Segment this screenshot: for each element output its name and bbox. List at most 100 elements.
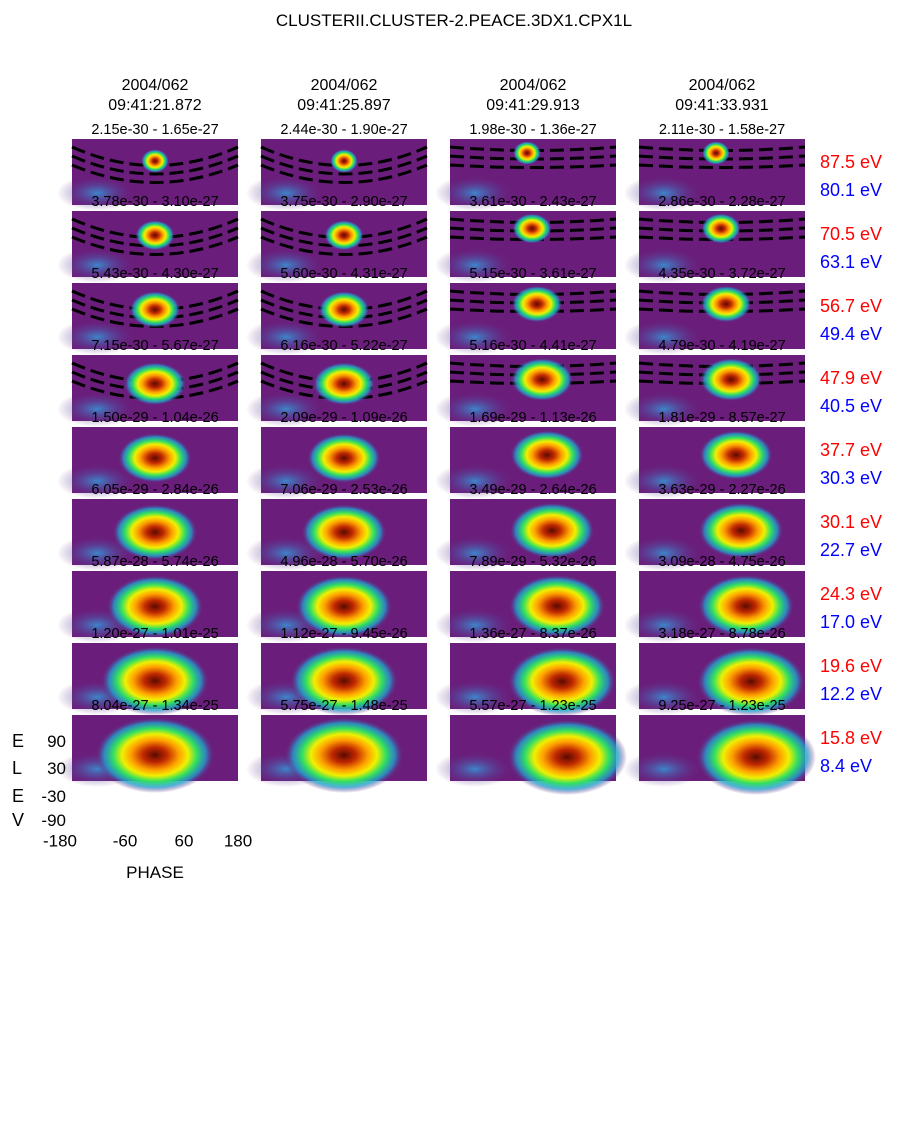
heatmap-blob bbox=[510, 430, 584, 480]
range-label: 2.11e-30 - 1.58e-27 bbox=[659, 122, 785, 138]
y-tick-label: 90 bbox=[47, 732, 66, 751]
range-label: 3.49e-29 - 2.64e-26 bbox=[469, 482, 596, 498]
range-label: 7.15e-30 - 5.67e-27 bbox=[91, 338, 218, 354]
heatmap-blob bbox=[700, 358, 763, 402]
heatmap-blob bbox=[124, 362, 187, 406]
range-label: 4.35e-30 - 3.72e-27 bbox=[658, 266, 785, 282]
energy-high: 37.7 eV bbox=[820, 440, 882, 460]
y-tick-label: -30 bbox=[41, 787, 66, 806]
range-label: 6.05e-29 - 2.84e-26 bbox=[91, 482, 218, 498]
y-label-letter: E bbox=[12, 731, 24, 751]
range-label: 3.18e-27 - 8.78e-26 bbox=[658, 626, 785, 642]
heatmap-blob bbox=[284, 717, 404, 793]
range-label: 1.69e-29 - 1.13e-26 bbox=[469, 410, 596, 426]
x-tick-label: 60 bbox=[175, 831, 194, 850]
energy-high: 47.9 eV bbox=[820, 368, 882, 388]
range-label: 5.15e-30 - 3.61e-27 bbox=[469, 266, 596, 282]
heatmap-blob bbox=[512, 286, 563, 323]
heatmap-halo bbox=[624, 751, 704, 787]
range-label: 5.75e-27 - 1.48e-25 bbox=[280, 698, 407, 714]
y-label-letter: E bbox=[12, 786, 24, 806]
x-axis-label: PHASE bbox=[126, 863, 184, 882]
heatmap-blob bbox=[95, 717, 215, 793]
energy-high: 19.6 eV bbox=[820, 656, 882, 676]
figure-title: CLUSTERII.CLUSTER-2.PEACE.3DX1.CPX1L bbox=[276, 11, 632, 30]
range-label: 1.20e-27 - 1.01e-25 bbox=[91, 626, 218, 642]
y-label-letter: V bbox=[12, 810, 24, 830]
heatmap-blob bbox=[135, 220, 175, 251]
range-label: 1.81e-29 - 8.57e-27 bbox=[658, 410, 785, 426]
energy-low: 40.5 eV bbox=[820, 396, 882, 416]
heatmap-blob bbox=[511, 358, 574, 402]
energy-high: 15.8 eV bbox=[820, 728, 882, 748]
heatmap-blob bbox=[301, 504, 387, 561]
heatmap-blob bbox=[512, 213, 552, 244]
heatmap-blob bbox=[507, 719, 627, 795]
heatmap-blob bbox=[701, 286, 752, 323]
energy-low: 17.0 eV bbox=[820, 612, 882, 632]
range-label: 1.12e-27 - 9.45e-26 bbox=[280, 626, 407, 642]
heatmap-blob bbox=[118, 433, 192, 483]
range-label: 2.86e-30 - 2.28e-27 bbox=[658, 194, 785, 210]
range-label: 7.06e-29 - 2.53e-26 bbox=[280, 482, 407, 498]
energy-high: 56.7 eV bbox=[820, 296, 882, 316]
y-tick-label: 30 bbox=[47, 759, 66, 778]
range-label: 7.89e-29 - 5.32e-26 bbox=[469, 554, 596, 570]
y-tick-label: -90 bbox=[41, 811, 66, 830]
range-label: 5.87e-28 - 5.74e-26 bbox=[91, 554, 218, 570]
heatmap-blob bbox=[699, 430, 773, 480]
heatmap-blob bbox=[141, 149, 169, 173]
heatmap-blob bbox=[701, 213, 741, 244]
heatmap-blob bbox=[319, 291, 370, 328]
range-label: 9.25e-27 - 1.23e-25 bbox=[658, 698, 785, 714]
range-label: 5.16e-30 - 4.41e-27 bbox=[469, 338, 596, 354]
heatmap-blob bbox=[509, 502, 595, 559]
range-label: 1.98e-30 - 1.36e-27 bbox=[469, 122, 596, 138]
range-label: 3.09e-28 - 4.75e-26 bbox=[658, 554, 785, 570]
energy-high: 30.1 eV bbox=[820, 512, 882, 532]
column-time: 09:41:29.913 bbox=[486, 97, 580, 114]
range-label: 2.09e-29 - 1.09e-26 bbox=[280, 410, 407, 426]
heatmap-blob bbox=[696, 719, 816, 795]
energy-low: 63.1 eV bbox=[820, 252, 882, 272]
range-label: 2.15e-30 - 1.65e-27 bbox=[91, 122, 218, 138]
range-label: 4.96e-28 - 5.70e-26 bbox=[280, 554, 407, 570]
range-label: 4.79e-30 - 4.19e-27 bbox=[658, 338, 785, 354]
range-label: 5.60e-30 - 4.31e-27 bbox=[280, 266, 407, 282]
y-label-letter: L bbox=[12, 758, 22, 778]
column-date: 2004/062 bbox=[311, 77, 378, 94]
range-label: 6.16e-30 - 5.22e-27 bbox=[280, 338, 407, 354]
range-label: 3.63e-29 - 2.27e-26 bbox=[658, 482, 785, 498]
column-date: 2004/062 bbox=[500, 77, 567, 94]
range-label: 5.43e-30 - 4.30e-27 bbox=[91, 266, 218, 282]
x-tick-label: -180 bbox=[43, 831, 77, 850]
energy-high: 87.5 eV bbox=[820, 152, 882, 172]
column-time: 09:41:25.897 bbox=[297, 97, 391, 114]
range-label: 3.78e-30 - 3.10e-27 bbox=[91, 194, 218, 210]
range-label: 8.04e-27 - 1.34e-25 bbox=[91, 698, 218, 714]
heatmap-blob bbox=[313, 362, 376, 406]
range-label: 1.50e-29 - 1.04e-26 bbox=[91, 410, 218, 426]
heatmap-blob bbox=[330, 149, 358, 173]
range-label: 5.57e-27 - 1.23e-25 bbox=[469, 698, 596, 714]
energy-low: 49.4 eV bbox=[820, 324, 882, 344]
range-label: 1.36e-27 - 8.37e-26 bbox=[469, 626, 596, 642]
heatmap-blob bbox=[307, 433, 381, 483]
energy-low: 30.3 eV bbox=[820, 468, 882, 488]
energy-low: 12.2 eV bbox=[820, 684, 882, 704]
range-label: 2.44e-30 - 1.90e-27 bbox=[280, 122, 407, 138]
column-time: 09:41:21.872 bbox=[108, 97, 202, 114]
figure: CLUSTERII.CLUSTER-2.PEACE.3DX1.CPX1L 180… bbox=[0, 0, 909, 1134]
column-time: 09:41:33.931 bbox=[675, 97, 769, 114]
x-tick-label: -60 bbox=[113, 831, 138, 850]
heatmap-blob bbox=[324, 220, 364, 251]
energy-high: 24.3 eV bbox=[820, 584, 882, 604]
heatmap-blob bbox=[702, 141, 730, 165]
energy-high: 70.5 eV bbox=[820, 224, 882, 244]
energy-low: 22.7 eV bbox=[820, 540, 882, 560]
x-tick-label: 180 bbox=[224, 831, 252, 850]
energy-low: 8.4 eV bbox=[820, 756, 872, 776]
heatmap-blob bbox=[112, 504, 198, 561]
heatmap-blob bbox=[130, 291, 181, 328]
energy-low: 80.1 eV bbox=[820, 180, 882, 200]
